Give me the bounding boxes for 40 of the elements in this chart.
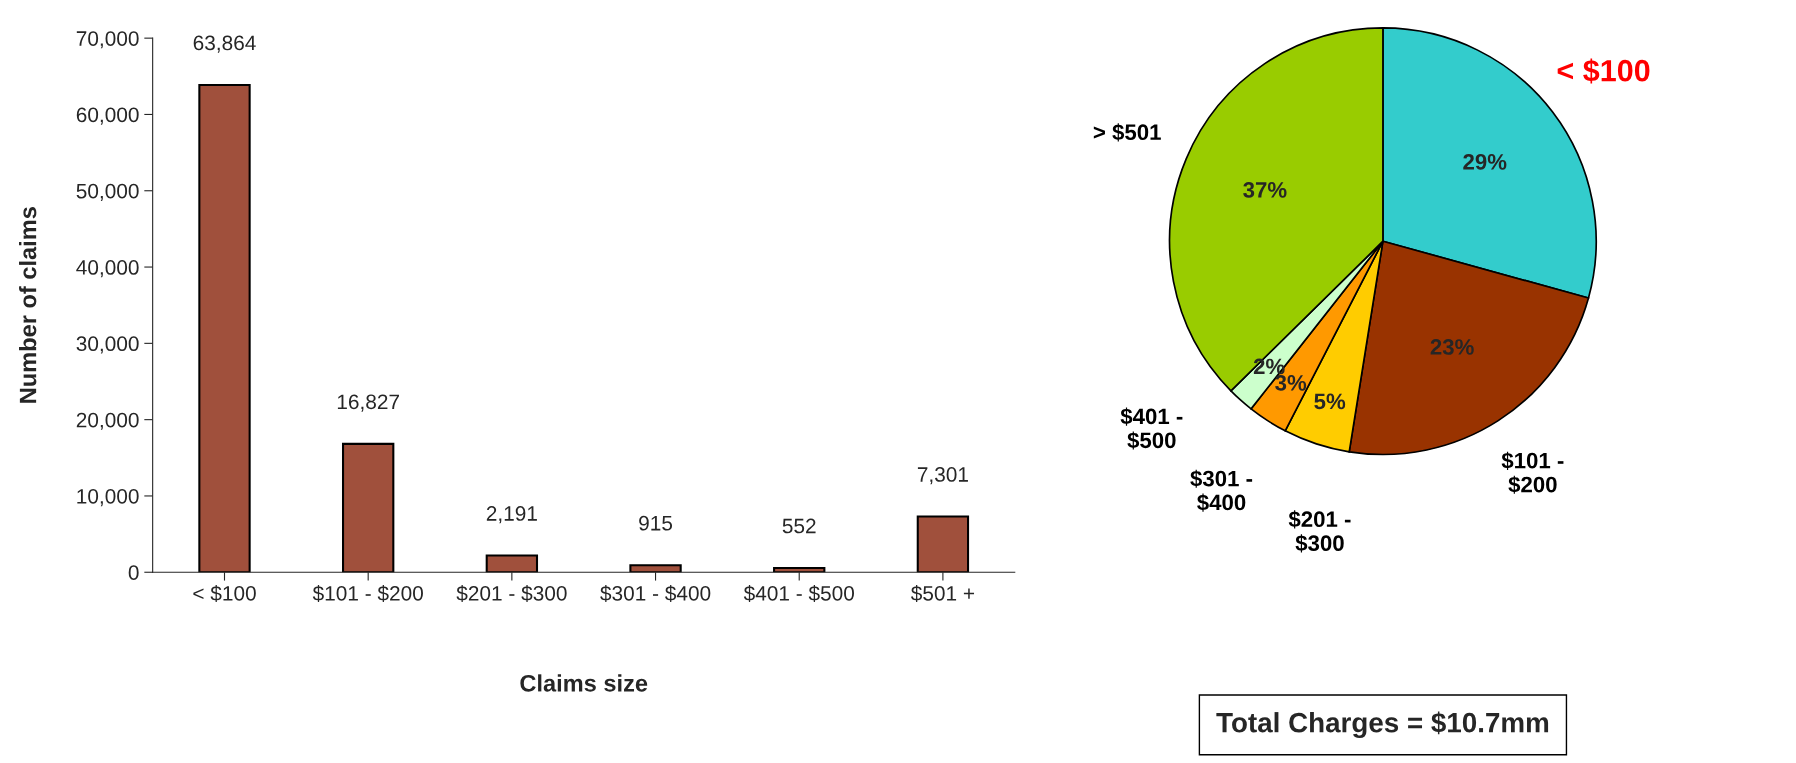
y-tick-label: 30,000	[76, 336, 139, 354]
bar	[916, 515, 970, 573]
slice-label: > $501	[1093, 123, 1161, 142]
data-label: 5%	[1314, 393, 1346, 410]
data-label: 63,864	[193, 35, 256, 53]
bar	[485, 554, 539, 573]
data-label: 37%	[1243, 182, 1287, 198]
x-tick-label: $501 +	[910, 585, 975, 602]
data-label: 2,191	[486, 506, 537, 524]
text: Total Charges = $10.7mm	[1216, 711, 1549, 739]
slice-label: $401 - $500	[1120, 407, 1183, 450]
x-axis-title: Claims size	[520, 674, 648, 692]
x-tick-label: $301 - $400	[600, 585, 711, 602]
y-tick-label: 70,000	[76, 31, 139, 49]
x-tick-label: $201 - $300	[456, 585, 567, 602]
data-label: 915	[639, 515, 673, 531]
y-axis-title: Number of claims	[19, 207, 37, 403]
x-tick-label: < $100	[193, 585, 256, 602]
data-label: 16,827	[337, 394, 399, 412]
slice-label: < $100	[1557, 58, 1650, 84]
slice-label: $301 - $400	[1190, 469, 1253, 512]
y-tick-label: 10,000	[77, 488, 139, 507]
bar	[342, 442, 395, 573]
y-tick-label: 50,000	[76, 183, 139, 201]
slice-label: $101 - $200	[1501, 451, 1564, 494]
data-label: 23%	[1430, 339, 1474, 355]
data-label: 7,301	[917, 467, 968, 485]
y-tick-label: 0	[128, 565, 139, 580]
y-tick-label: 40,000	[76, 260, 139, 278]
y-tick-label: 60,000	[76, 107, 139, 125]
x-tick-label: $101 - $200	[312, 585, 423, 602]
bar	[198, 83, 251, 573]
data-label: 29%	[1463, 153, 1507, 170]
bar	[773, 567, 826, 573]
slice-label: $201 - $300	[1288, 510, 1351, 553]
y-tick-label: 20,000	[76, 412, 139, 430]
bar	[629, 564, 682, 573]
data-label: 3%	[1275, 374, 1307, 391]
x-tick-label: $401 - $500	[743, 585, 855, 602]
data-label: 552	[782, 518, 816, 534]
